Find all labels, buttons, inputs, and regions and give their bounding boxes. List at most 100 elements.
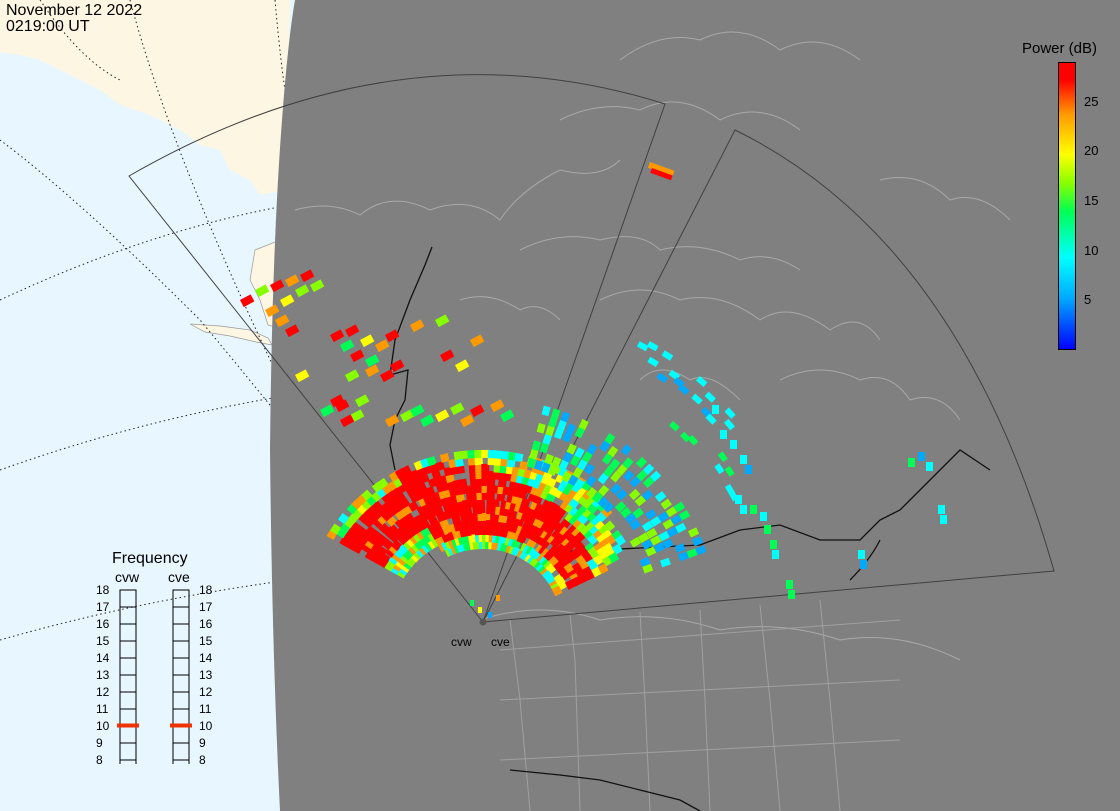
- scatter-cell: [280, 294, 295, 308]
- scatter-cell: [574, 447, 585, 459]
- scatter-cell: [646, 527, 658, 539]
- scatter-cell: [410, 404, 425, 418]
- scatter-cell: [609, 458, 621, 470]
- scatter-cell: [720, 430, 727, 439]
- scatter-cell: [562, 431, 573, 443]
- scatter-cell: [695, 375, 708, 388]
- scatter-cell: [476, 498, 486, 508]
- scatter-cell: [639, 556, 651, 567]
- graticule: [0, 0, 291, 641]
- scatter-cell: [365, 364, 380, 378]
- scatter-cell: [499, 409, 515, 423]
- scatter-cell: [467, 456, 477, 466]
- scatter-cell: [704, 391, 716, 403]
- frequency-level-right: 10: [199, 719, 213, 733]
- frequency-title: Frequency: [112, 550, 188, 567]
- scatter-cell: [299, 269, 315, 283]
- colorbar-tick: 25: [1084, 93, 1099, 109]
- frequency-level-right: 15: [199, 634, 213, 648]
- scatter-cell: [656, 372, 668, 384]
- scatter-cell: [636, 341, 649, 352]
- frequency-cell: [172, 759, 190, 764]
- scatter-cell: [539, 442, 550, 454]
- scatter-cell: [435, 409, 450, 423]
- scatter-cell: [265, 304, 280, 318]
- frequency-cell: [172, 606, 190, 625]
- scatter-cell: [628, 488, 641, 501]
- scatter-cell: [439, 453, 450, 463]
- scatter-cell: [470, 334, 485, 348]
- scatter-cell: [470, 600, 474, 606]
- colorbar-title: Power (dB): [1022, 40, 1098, 57]
- frequency-level-right: 17: [199, 600, 213, 614]
- scatter-cell: [545, 425, 555, 437]
- scatter-cell: [470, 404, 485, 418]
- scatter-cell: [330, 523, 342, 535]
- scatter-cell: [673, 501, 686, 513]
- scatter-cell: [634, 495, 646, 507]
- scatter-cell: [604, 433, 616, 445]
- scatter-cell: [481, 512, 490, 522]
- colorbar-tick: 5: [1084, 292, 1092, 308]
- scatter-cell: [384, 414, 400, 428]
- scatter-cell: [461, 520, 471, 530]
- scatter-cell: [679, 431, 691, 443]
- scatter-cell: [647, 162, 675, 177]
- scatter-cell: [653, 542, 665, 553]
- scatter-cell: [567, 474, 579, 487]
- frequency-marker-cve: [170, 723, 192, 728]
- scatter-cell: [474, 449, 483, 459]
- scatter-cell: [365, 525, 377, 537]
- scatter-cell: [745, 465, 752, 474]
- scatter-cell: [380, 369, 395, 383]
- scatter-cell: [641, 489, 654, 501]
- scatter-cell: [675, 522, 687, 534]
- scatter-cell: [354, 394, 370, 408]
- day-land-alaska: [0, 0, 290, 195]
- scatter-cell: [340, 414, 355, 428]
- scatter-cell: [601, 453, 613, 465]
- frequency-level-right: 11: [199, 702, 212, 716]
- scatter-cell: [488, 612, 492, 618]
- scatter-cell: [329, 329, 345, 343]
- scatter-cell: [665, 506, 678, 518]
- scatter-cell: [478, 607, 482, 613]
- scatter-cell: [614, 501, 627, 513]
- scatter-cell: [531, 440, 541, 451]
- scatter-cell: [629, 476, 641, 488]
- scatter-cell: [610, 483, 622, 495]
- scatter-cell: [642, 563, 654, 574]
- colorbar-tick: 20: [1084, 143, 1099, 159]
- scatter-cell: [409, 319, 425, 333]
- scatter-cell: [646, 341, 659, 352]
- scatter-cell: [434, 314, 450, 328]
- scatter-cell: [497, 478, 507, 488]
- scatter-cell: [760, 512, 767, 521]
- scatter-cell: [526, 457, 536, 469]
- scatter-cell: [632, 507, 644, 519]
- scatter-cell: [662, 518, 674, 530]
- colorbar-tick: 15: [1084, 193, 1099, 209]
- scatter-cell: [450, 402, 465, 416]
- scatter-cell: [529, 449, 539, 460]
- scatter-cell: [566, 443, 577, 455]
- scatter-cell: [339, 339, 355, 353]
- scatter-cell: [319, 404, 335, 418]
- scatter-cell: [542, 434, 552, 445]
- scatter-cell: [622, 457, 634, 469]
- scatter-cell: [649, 516, 662, 527]
- frequency-level-left: 12: [96, 685, 110, 699]
- frequency-level-left: 10: [96, 719, 110, 733]
- scatter-cell: [616, 464, 628, 476]
- scatter-cell: [636, 469, 648, 482]
- scatter-cell: [477, 505, 486, 515]
- scatter-cell: [294, 284, 310, 298]
- scatter-cell: [350, 349, 365, 363]
- scatter-cell: [467, 449, 476, 459]
- scatter-cell: [691, 536, 703, 547]
- scatter-cell: [474, 456, 483, 466]
- scatter-cell: [645, 509, 657, 520]
- scatter-cell: [603, 465, 615, 478]
- scatter-cell: [460, 450, 470, 460]
- scatter-cell: [350, 409, 365, 423]
